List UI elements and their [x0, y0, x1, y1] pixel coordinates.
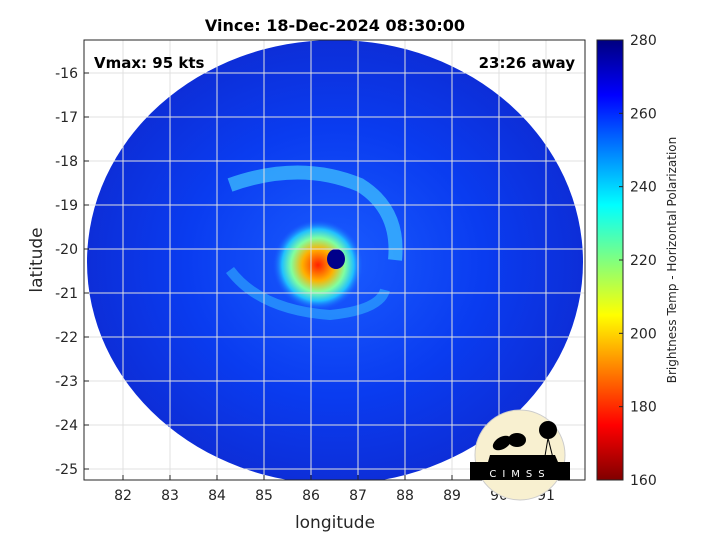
x-tick-label: 87	[349, 488, 367, 504]
x-tick-label: 86	[302, 488, 320, 504]
y-tick-label: -20	[55, 242, 78, 258]
x-tick-label: 85	[255, 488, 273, 504]
colorbar-tick-label: 280	[630, 33, 657, 49]
colorbar-tick-label: 180	[630, 400, 657, 416]
y-tick-label: -19	[55, 198, 78, 214]
y-tick-label: -18	[55, 154, 78, 170]
y-tick-label: -24	[55, 418, 78, 434]
x-tick-label: 88	[396, 488, 414, 504]
y-tick-label: -25	[55, 462, 78, 478]
logo-text: CIMSS	[489, 469, 550, 480]
y-axis-label: latitude	[27, 227, 47, 292]
cimss-logo: CIMSS	[470, 409, 570, 501]
colorbar-label: Brightness Temp - Horizontal Polarizatio…	[665, 137, 679, 384]
y-tick-label: -21	[55, 286, 78, 302]
colorbar-ticks: 280 260 240 220 200 180 160	[619, 33, 657, 489]
x-axis-label: longitude	[295, 513, 375, 533]
time-away-label: 23:26 away	[479, 54, 576, 72]
y-tick-label: -16	[55, 66, 78, 82]
y-axis: -16 -17 -18 -19 -20 -21 -22 -23 -24 -25	[55, 66, 89, 478]
satellite-image	[87, 40, 583, 480]
vmax-label: Vmax: 95 kts	[94, 54, 204, 72]
x-tick-label: 83	[161, 488, 179, 504]
x-axis: 82 83 84 85 86 87 88 89 90 91	[114, 475, 555, 504]
axes-box	[83, 39, 586, 481]
x-tick-label: 84	[208, 488, 226, 504]
colorbar-tick-label: 220	[630, 253, 657, 269]
y-tick-label: -17	[55, 110, 78, 126]
x-tick-label: 82	[114, 488, 132, 504]
y-tick-label: -23	[55, 374, 78, 390]
x-tick-label: 89	[443, 488, 461, 504]
colorbar-tick-label: 200	[630, 326, 657, 342]
y-tick-label: -22	[55, 330, 78, 346]
colorbar-tick-label: 240	[630, 180, 657, 196]
colorbar-tick-label: 160	[630, 473, 657, 489]
grid-lines	[84, 40, 585, 480]
colorbar-tick-label: 260	[630, 106, 657, 122]
plot-title: Vince: 18-Dec-2024 08:30:00	[205, 16, 465, 35]
colorbar	[596, 39, 624, 481]
